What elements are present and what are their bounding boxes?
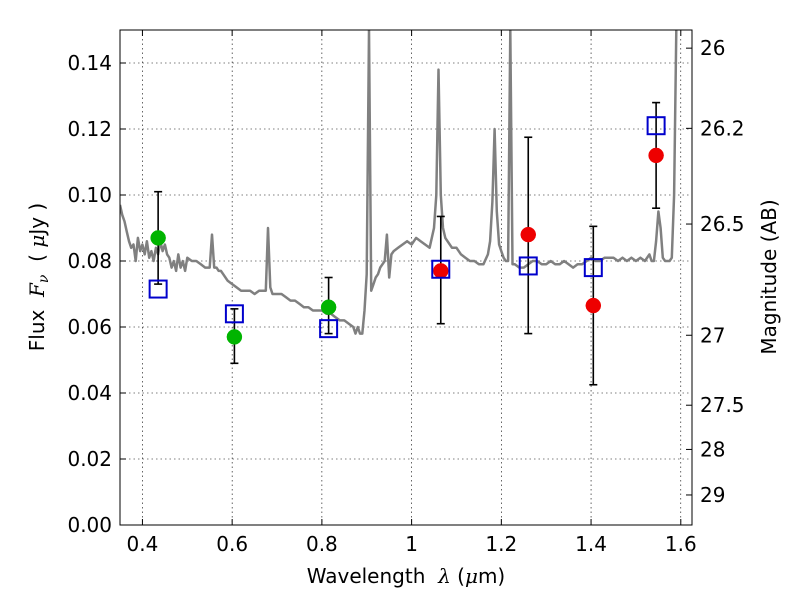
right-tick-label: 27.5: [700, 393, 745, 417]
data-markers: [148, 116, 666, 345]
x-tick-label: 1.6: [665, 532, 697, 556]
right-tick-label: 29: [700, 483, 725, 507]
x-tick-label: 1: [405, 532, 418, 556]
square-blue-point: [319, 319, 339, 339]
y-tick-label: 0.14: [67, 51, 112, 75]
square-blue-point: [431, 259, 451, 279]
y-tick-label: 0.04: [67, 381, 112, 405]
grid: [120, 30, 692, 526]
square-blue-point: [224, 304, 244, 324]
circle-red-point: [520, 226, 537, 243]
square-blue-point: [148, 279, 168, 299]
y-axis-label: Flux Fν ( μJy ): [25, 203, 52, 351]
y-tick-label: 0.08: [67, 249, 112, 273]
circle-green-point: [150, 230, 166, 246]
square-blue-point: [583, 258, 603, 278]
right-tick-label: 27: [700, 323, 725, 347]
circle-red-point: [585, 297, 602, 314]
right-tick-label: 26.2: [700, 116, 745, 140]
right-tick-label: 26: [700, 36, 725, 60]
x-tick-label: 0.4: [127, 532, 159, 556]
circle-red-point: [433, 263, 449, 279]
x-tick-label: 1.2: [485, 532, 517, 556]
right-axis-label: Magnitude (AB): [757, 199, 781, 354]
y-tick-label: 0.10: [67, 183, 112, 207]
circle-red-point: [648, 147, 664, 164]
circle-green-point: [320, 299, 337, 315]
y-tick-label: 0.12: [67, 117, 112, 141]
right-tick-label: 26.5: [700, 212, 745, 236]
axis-ticks: 0.4 0.6 0.8 1 1.2 1.4 1.6 0.00 0.02 0.04 0.06 0.08 0…: [67, 30, 745, 556]
x-tick-label: 1.4: [575, 532, 607, 556]
y-tick-label: 0.06: [67, 315, 112, 339]
plot-frame: [119, 29, 693, 526]
plot-area: [120, 30, 678, 386]
y-tick-label: 0.02: [67, 447, 112, 471]
right-tick-label: 28: [700, 437, 725, 461]
square-blue-point: [646, 116, 666, 136]
x-tick-label: 0.6: [216, 532, 248, 556]
model-spectrum-line: [120, 30, 678, 335]
y-tick-label: 0.00: [67, 513, 112, 537]
x-axis-label: Wavelength λ (μm): [307, 564, 506, 588]
circle-green-point: [226, 329, 243, 345]
square-blue-point: [518, 256, 538, 276]
x-tick-label: 0.8: [306, 532, 338, 556]
